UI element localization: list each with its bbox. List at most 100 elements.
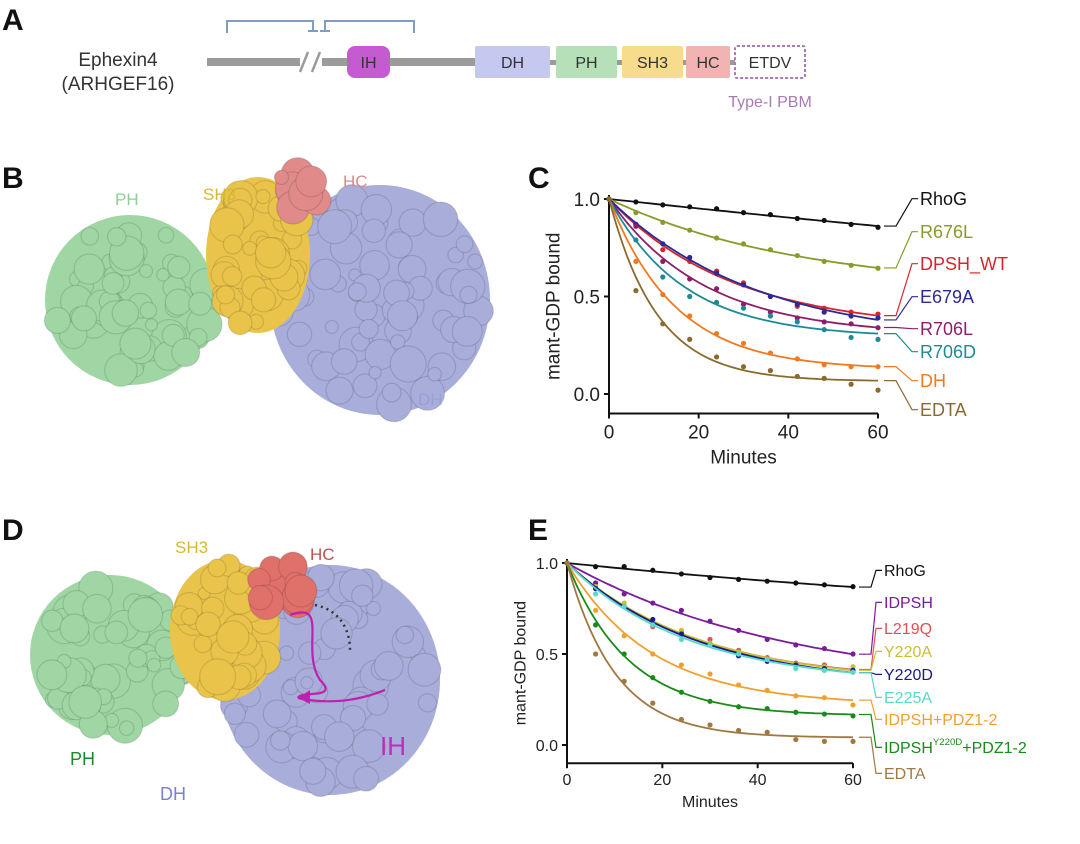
x-tick-label: 0 — [604, 423, 615, 444]
leader-line — [884, 366, 918, 382]
data-point — [633, 237, 639, 243]
data-point — [678, 716, 685, 723]
data-point — [764, 687, 770, 694]
data-point — [678, 631, 685, 637]
data-point — [848, 321, 854, 327]
data-point — [687, 336, 693, 342]
legend-label: R706L — [920, 319, 973, 339]
domain-etdv — [734, 45, 806, 79]
fit-curve — [608, 198, 879, 335]
x-tick-label: 60 — [844, 772, 862, 789]
leader-line — [884, 326, 918, 330]
data-point — [821, 217, 827, 224]
data-point — [875, 265, 881, 271]
leader-line — [884, 263, 918, 317]
data-point — [736, 727, 742, 734]
y-tick-label: 1.0 — [536, 556, 558, 573]
data-point — [707, 574, 713, 581]
data-point — [875, 336, 881, 342]
data-point — [593, 607, 599, 613]
data-point — [850, 669, 856, 675]
y-axis-label: mant-GDP bound — [512, 601, 529, 725]
data-point — [714, 299, 720, 305]
leader-line — [884, 198, 918, 227]
data-point — [850, 738, 856, 744]
chart-c: 0 20 40 60 0.0 0.5 1.0 Minutes mant-GDP bound Rho… — [544, 189, 1008, 469]
dh-domain — [263, 183, 494, 423]
data-point — [650, 675, 656, 681]
data-point — [793, 642, 799, 648]
data-point — [850, 713, 856, 719]
leader-line — [859, 627, 882, 671]
y-tick-label: 0.0 — [574, 385, 600, 406]
data-point — [821, 582, 828, 588]
data-point — [660, 321, 666, 327]
legend-label: IDPSH+PDZ1-2 — [884, 712, 997, 729]
inhibition-bracket-ih — [226, 20, 314, 33]
legend-label: IDPSHY220D+PDZ1-2 — [884, 737, 1027, 757]
data-point — [650, 651, 656, 657]
data-point — [736, 651, 742, 657]
data-point — [650, 622, 656, 628]
data-point — [687, 313, 693, 319]
leader-line — [859, 672, 882, 699]
data-point — [764, 656, 770, 663]
legend-label: EDTA — [920, 400, 967, 420]
ph-domain — [43, 215, 224, 388]
leader-line — [884, 380, 918, 411]
legend-label: IDPSH — [884, 595, 933, 612]
x-tick-label: 0 — [563, 772, 572, 789]
data-point — [848, 313, 854, 319]
structure-label-hc: HC — [310, 545, 335, 564]
fit-curve — [608, 198, 878, 382]
data-point — [687, 204, 693, 210]
data-point — [764, 706, 770, 712]
data-point — [875, 311, 881, 317]
data-point — [678, 607, 685, 613]
data-point — [707, 698, 713, 704]
linker-line — [207, 58, 477, 66]
domain-label: SH3 — [637, 55, 668, 72]
data-point — [850, 651, 856, 657]
series-r706l: R706L — [606, 196, 973, 339]
data-point — [687, 276, 693, 282]
data-point — [848, 309, 854, 315]
fit-curve — [566, 562, 854, 739]
data-point — [794, 373, 800, 380]
data-point — [621, 604, 627, 610]
data-point — [687, 227, 693, 233]
data-point — [714, 270, 720, 276]
data-point — [821, 667, 828, 673]
structure-label-ph: PH — [70, 749, 95, 769]
data-point — [821, 309, 827, 315]
leader-line — [859, 569, 882, 588]
data-point — [821, 738, 828, 744]
series-r676l: R676L — [606, 196, 973, 271]
data-point — [593, 591, 599, 597]
leader-line — [884, 296, 918, 321]
data-point — [660, 291, 666, 298]
data-point — [707, 618, 713, 624]
data-point — [593, 651, 599, 657]
data-point — [660, 274, 666, 280]
domain-diagram: Ephexin4 (ARHGEF16) IH DH PH SH3 HC ETDV Type… — [62, 20, 812, 111]
x-tick-label: 20 — [653, 772, 671, 789]
legend-label: DPSH_WT — [920, 254, 1008, 275]
data-point — [621, 591, 627, 597]
leader-line — [884, 333, 918, 353]
domain-label: HC — [696, 55, 719, 72]
domain-sh3 — [622, 46, 683, 78]
data-point — [764, 578, 770, 584]
series-r706d: R706D — [606, 196, 976, 362]
series-e225a: E225A — [564, 560, 932, 707]
data-point — [707, 642, 713, 648]
data-point — [821, 362, 827, 368]
data-point — [848, 334, 854, 341]
data-point — [821, 711, 828, 717]
legend-label: DH — [920, 371, 946, 391]
data-point — [875, 325, 881, 331]
data-point — [740, 305, 747, 311]
y-tick-label: 1.0 — [574, 190, 600, 211]
leader-line — [859, 736, 882, 775]
panel-label-a: A — [2, 4, 24, 37]
